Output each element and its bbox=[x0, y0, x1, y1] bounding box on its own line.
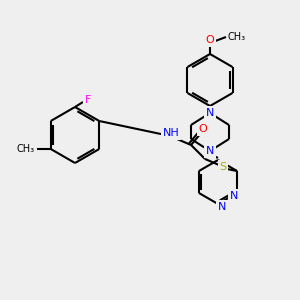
Text: CH₃: CH₃ bbox=[16, 144, 35, 154]
Text: F: F bbox=[85, 95, 91, 105]
Text: O: O bbox=[199, 124, 207, 134]
Text: CH₃: CH₃ bbox=[228, 32, 246, 42]
Text: N: N bbox=[230, 191, 238, 201]
Text: N: N bbox=[218, 202, 226, 212]
Text: N: N bbox=[206, 146, 214, 156]
Text: O: O bbox=[206, 35, 214, 45]
Text: NH: NH bbox=[163, 128, 179, 138]
Text: S: S bbox=[220, 162, 226, 172]
Text: N: N bbox=[206, 108, 214, 118]
